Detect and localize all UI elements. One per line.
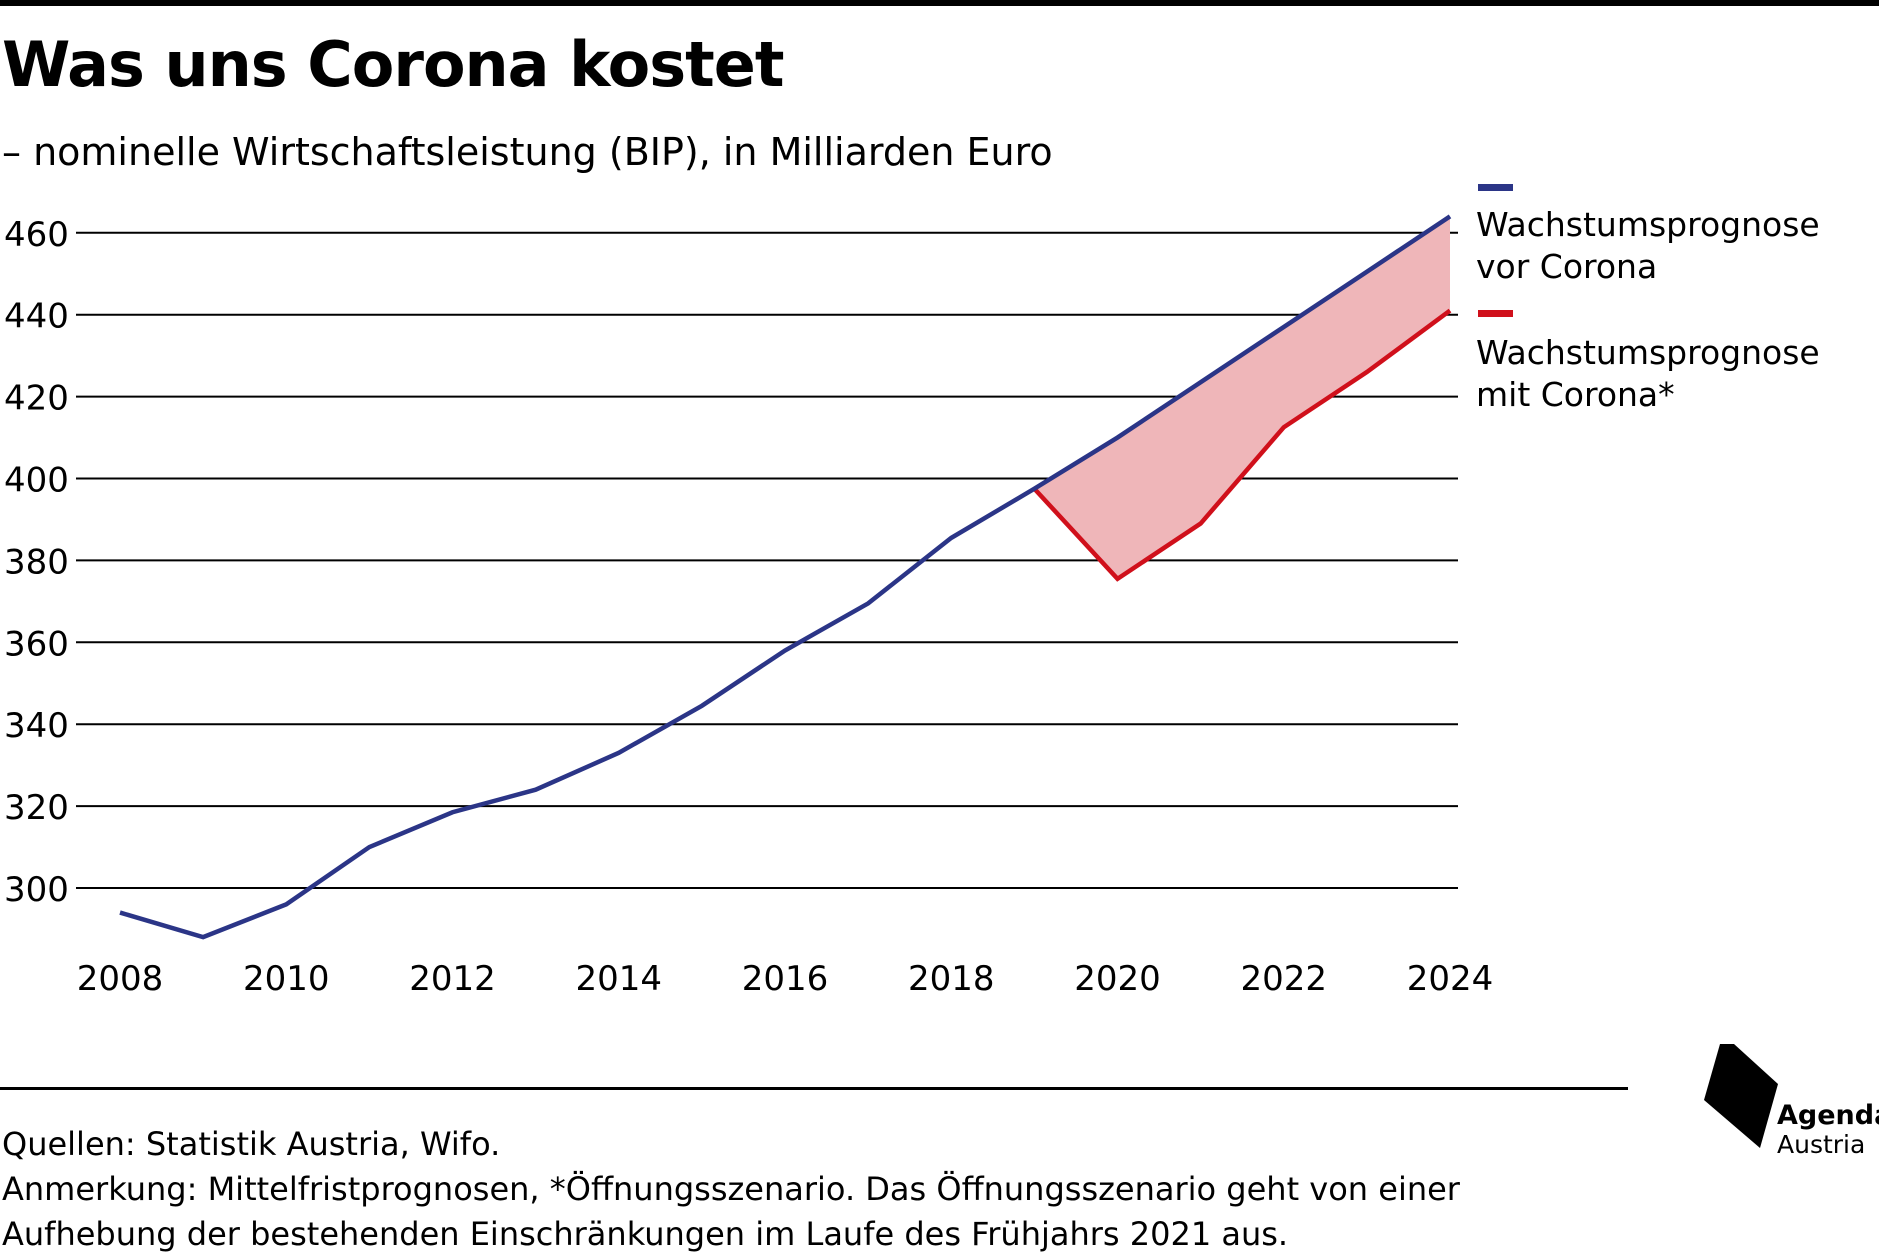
y-tick-label: 340 (4, 706, 69, 746)
sources-text: Quellen: Statistik Austria, Wifo. (2, 1125, 501, 1163)
series-line-pre-corona (119, 214, 1452, 940)
agenda-austria-logo: Agenda Austria (1702, 1042, 1879, 1162)
x-tick-label: 2008 (77, 959, 164, 999)
y-tick-label: 360 (4, 624, 69, 664)
y-tick-label: 320 (4, 788, 69, 828)
line-chart: 300 320 340 360 380 400 420 440 460 2008 2010 2012… (4, 184, 1820, 999)
series-line-with-corona (1032, 308, 1452, 582)
legend-label-with-corona-line1: Wachstumsprognose (1476, 333, 1820, 372)
x-tick-label: 2020 (1074, 959, 1161, 999)
logo-mark-icon (1704, 1044, 1778, 1148)
note-text: Anmerkung: Mittelfristprognosen, *Öffnun… (2, 1170, 1460, 1253)
y-tick-label: 400 (4, 461, 69, 501)
corona-gap-area (1034, 216, 1450, 579)
legend-swatch-with-corona (1478, 310, 1513, 317)
logo-sub: Austria (1777, 1130, 1866, 1159)
y-tick-label: 380 (4, 542, 69, 582)
legend: Wachstumsprognose vor Corona Wachstumspr… (1476, 184, 1820, 414)
x-tick-label: 2024 (1407, 959, 1494, 999)
top-rule (0, 0, 1879, 6)
chart-subtitle: – nominelle Wirtschaftsleistung (BIP), i… (2, 130, 1053, 174)
chart-title: Was uns Corona kostet (2, 28, 784, 101)
x-tick-label: 2012 (409, 959, 496, 999)
legend-label-with-corona-line2: mit Corona* (1476, 375, 1675, 414)
x-tick-label: 2016 (742, 959, 829, 999)
legend-label-pre-corona-line1: Wachstumsprognose (1476, 205, 1820, 244)
legend-swatch-pre-corona (1478, 184, 1513, 191)
x-tick-label: 2014 (575, 959, 662, 999)
legend-label-pre-corona-line2: vor Corona (1476, 247, 1657, 286)
x-tick-label: 2010 (243, 959, 330, 999)
logo-name: Agenda (1777, 1100, 1879, 1131)
x-axis-ticks: 2008 2010 2012 2014 2016 2018 2020 2022 2024 (77, 959, 1494, 999)
y-tick-label: 420 (4, 379, 69, 419)
y-axis-ticks: 300 320 340 360 380 400 420 440 460 (4, 215, 69, 910)
y-tick-label: 300 (4, 870, 69, 910)
gridlines (76, 231, 1458, 889)
footer: Quellen: Statistik Austria, Wifo. Anmerk… (2, 1122, 1642, 1257)
x-tick-label: 2022 (1240, 959, 1327, 999)
y-tick-label: 460 (4, 215, 69, 255)
bottom-rule (0, 1087, 1628, 1090)
x-tick-label: 2018 (908, 959, 995, 999)
y-tick-label: 440 (4, 297, 69, 337)
